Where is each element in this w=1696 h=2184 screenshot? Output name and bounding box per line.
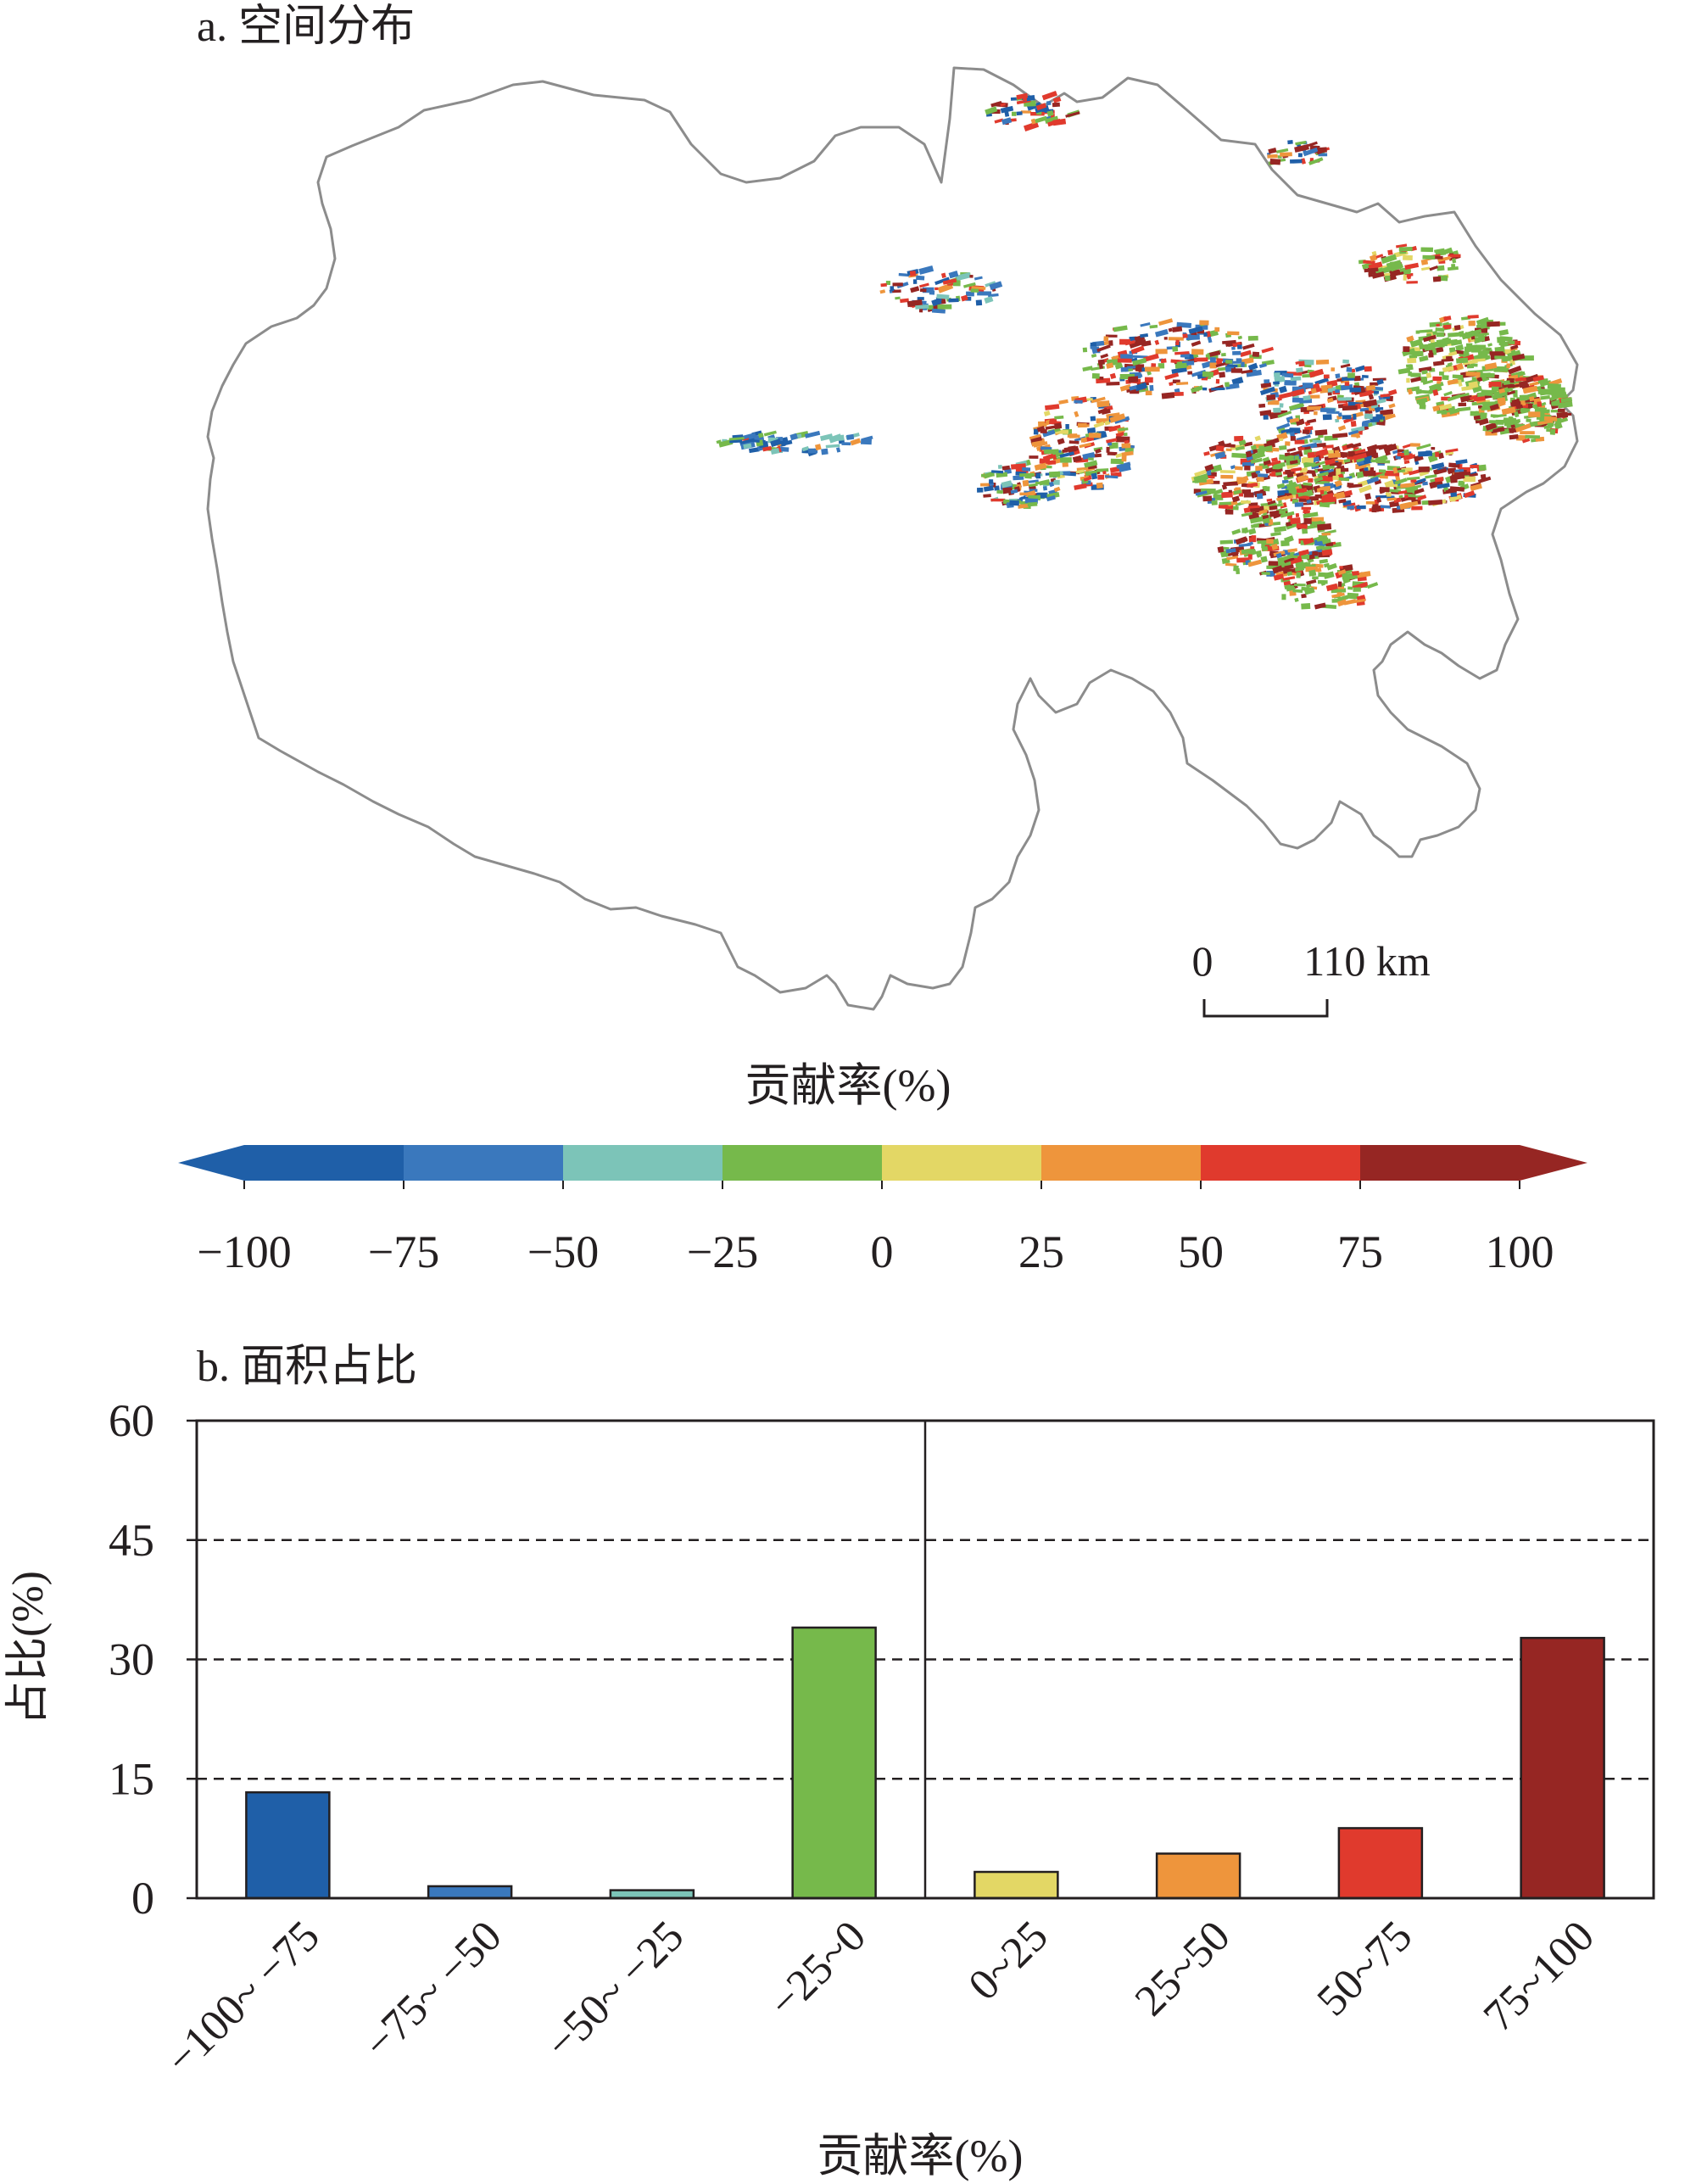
x-tick-label: 50~75 <box>1308 1912 1422 2025</box>
y-tick-label: 30 <box>109 1634 154 1685</box>
colorbar-segment <box>563 1145 722 1181</box>
bar <box>974 1870 1059 1900</box>
colorbar-tick-label: −50 <box>527 1226 599 1277</box>
colorbar-tick-labels: −100 −75 −50 −25 0 25 50 75 100 <box>197 1181 1554 1277</box>
colorbar-segment <box>1041 1145 1201 1181</box>
x-tick-label: 0~25 <box>960 1912 1057 2009</box>
panel-b-title: b. 面积占比 <box>197 1343 417 1391</box>
colorbar-tick-label: 50 <box>1178 1226 1224 1277</box>
x-tick-label: −75~ −50 <box>354 1912 510 2068</box>
bar <box>427 1885 513 1900</box>
scale-bar-zero: 0 <box>1192 937 1213 985</box>
y-axis-label: 占比(%) <box>4 1571 53 1725</box>
colorbar-segment <box>244 1145 404 1181</box>
y-tick-label: 45 <box>109 1515 154 1566</box>
bar <box>245 1790 331 1900</box>
x-tick-label: 25~50 <box>1126 1912 1240 2025</box>
x-axis-label: 贡献率(%) <box>817 2131 1024 2181</box>
bar <box>1337 1827 1424 1900</box>
x-tick-label: −100~ −75 <box>157 1912 329 2084</box>
map-contribution-patches <box>716 91 1573 610</box>
colorbar-tick-label: 75 <box>1337 1226 1383 1277</box>
colorbar-tick-label: 25 <box>1018 1226 1064 1277</box>
colorbar-segment <box>722 1145 882 1181</box>
colorbar-segment <box>1360 1145 1520 1181</box>
y-tick-label: 60 <box>109 1395 154 1446</box>
x-tick-label: 75~100 <box>1475 1912 1604 2041</box>
x-tick-label: −25~0 <box>760 1912 875 2027</box>
y-tick-label: 0 <box>131 1873 154 1924</box>
colorbar-tick-label: 100 <box>1486 1226 1554 1277</box>
y-tick-label: 15 <box>109 1753 154 1804</box>
colorbar-segment <box>882 1145 1041 1181</box>
colorbar-title: 贡献率(%) <box>745 1060 951 1111</box>
colorbar-tick-label: −75 <box>368 1226 439 1277</box>
scale-bar-distance: 110 km <box>1303 937 1431 985</box>
x-tick-label: −50~ −25 <box>537 1912 693 2068</box>
bar-chart: −100~ −75 −75~ −50 −50~ −25 −25~0 0~25 25~50 5… <box>109 1395 1655 2084</box>
colorbar-tick-label: −25 <box>687 1226 758 1277</box>
colorbar-tick-label: −100 <box>197 1226 291 1277</box>
bar <box>1155 1852 1241 1900</box>
colorbar-segment <box>1201 1145 1360 1181</box>
colorbar <box>178 1145 1587 1181</box>
panel-a-title: a. 空间分布 <box>197 3 415 51</box>
bar <box>1520 1636 1605 1900</box>
bar <box>791 1626 877 1900</box>
colorbar-segment <box>404 1145 563 1181</box>
colorbar-tick-label: 0 <box>871 1226 894 1277</box>
province-outline <box>206 66 1579 1011</box>
scale-bar <box>1202 999 1329 1018</box>
